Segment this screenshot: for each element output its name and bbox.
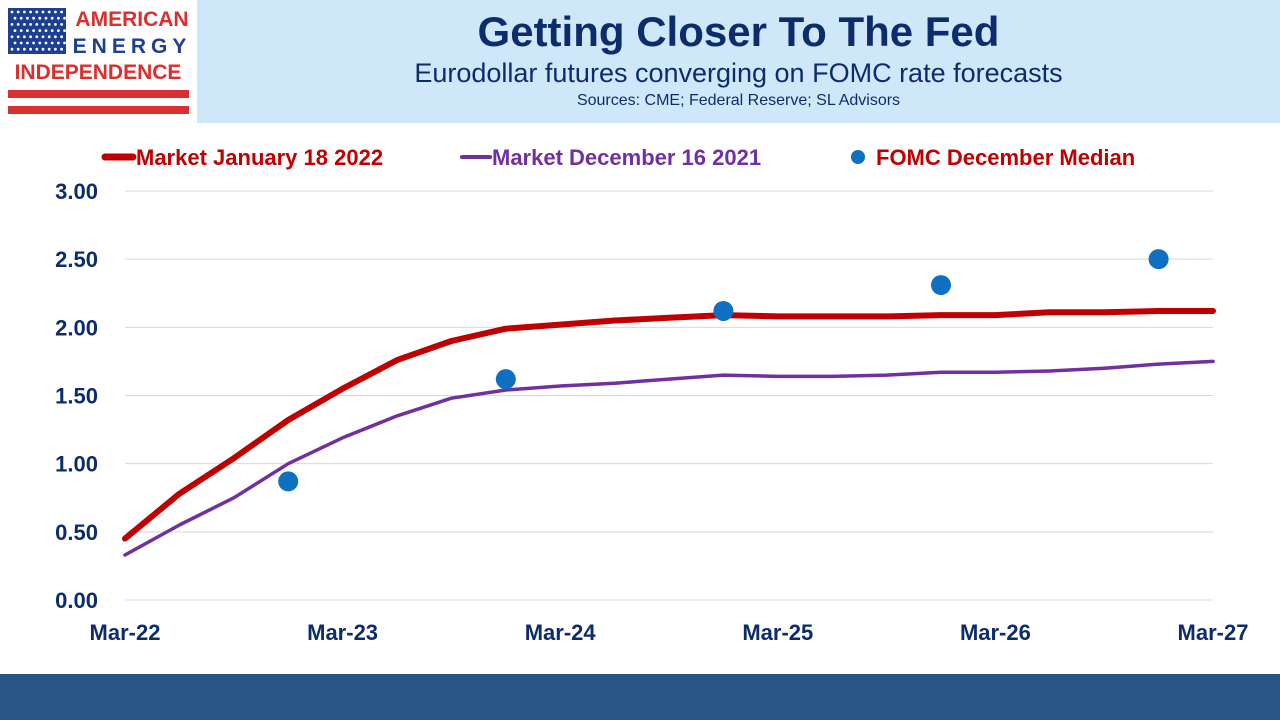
legend-swatch-dot [851, 150, 865, 164]
x-axis: Mar-22 Mar-23 Mar-24 Mar-25 Mar-26 Mar-27 [90, 620, 1249, 645]
fomc-median-point [495, 369, 516, 390]
logo-line-2: ENERGY [73, 35, 192, 58]
logo-stripe [8, 90, 189, 98]
series-group [122, 249, 1216, 557]
gridlines [125, 190, 1213, 601]
header-banner: Getting Closer To The Fed Eurodollar fut… [197, 0, 1280, 123]
x-tick-label: Mar-22 [90, 620, 161, 645]
fomc-median-point [1148, 249, 1169, 270]
logo-line-1: AMERICAN [75, 8, 188, 31]
us-flag-icon [8, 8, 66, 54]
fomc-median-point [713, 300, 734, 321]
y-tick-label: 3.00 [55, 179, 98, 204]
series-line-1 [122, 308, 1216, 542]
x-tick-label: Mar-26 [960, 620, 1031, 645]
fomc-median-point [931, 275, 951, 296]
legend-label: Market January 18 2022 [136, 145, 383, 170]
chart-subtitle: Eurodollar futures converging on FOMC ra… [414, 58, 1063, 88]
x-tick-label: Mar-27 [1178, 620, 1249, 645]
legend-label: FOMC December Median [876, 145, 1135, 170]
logo: AMERICAN ENERGY INDEPENDENCE [0, 0, 197, 123]
y-tick-label: 0.00 [55, 588, 98, 613]
logo-stripe [8, 106, 189, 114]
y-tick-label: 1.00 [55, 452, 98, 477]
american-energy-independence-logo: AMERICAN ENERGY INDEPENDENCE [8, 8, 192, 114]
series-line-2 [123, 359, 1215, 557]
x-tick-label: Mar-24 [525, 620, 597, 645]
fomc-median-point [278, 471, 299, 492]
legend: Market January 18 2022 Market December 16… [101, 145, 1135, 170]
footer-bar [0, 674, 1280, 720]
x-tick-label: Mar-25 [742, 620, 813, 645]
legend-label: Market December 16 2021 [492, 145, 761, 170]
chart-title: Getting Closer To The Fed [477, 8, 1000, 55]
line-chart: Market January 18 2022 Market December 16… [55, 145, 1249, 645]
x-tick-label: Mar-23 [307, 620, 378, 645]
chart-sources: Sources: CME; Federal Reserve; SL Adviso… [576, 92, 901, 109]
logo-line-3: INDEPENDENCE [15, 61, 182, 84]
y-axis: 0.00 0.50 1.00 1.50 2.00 2.50 3.00 [55, 179, 98, 613]
y-tick-label: 2.50 [55, 247, 98, 272]
y-tick-label: 0.50 [55, 520, 98, 545]
y-tick-label: 1.50 [55, 384, 98, 409]
y-tick-label: 2.00 [55, 315, 98, 340]
